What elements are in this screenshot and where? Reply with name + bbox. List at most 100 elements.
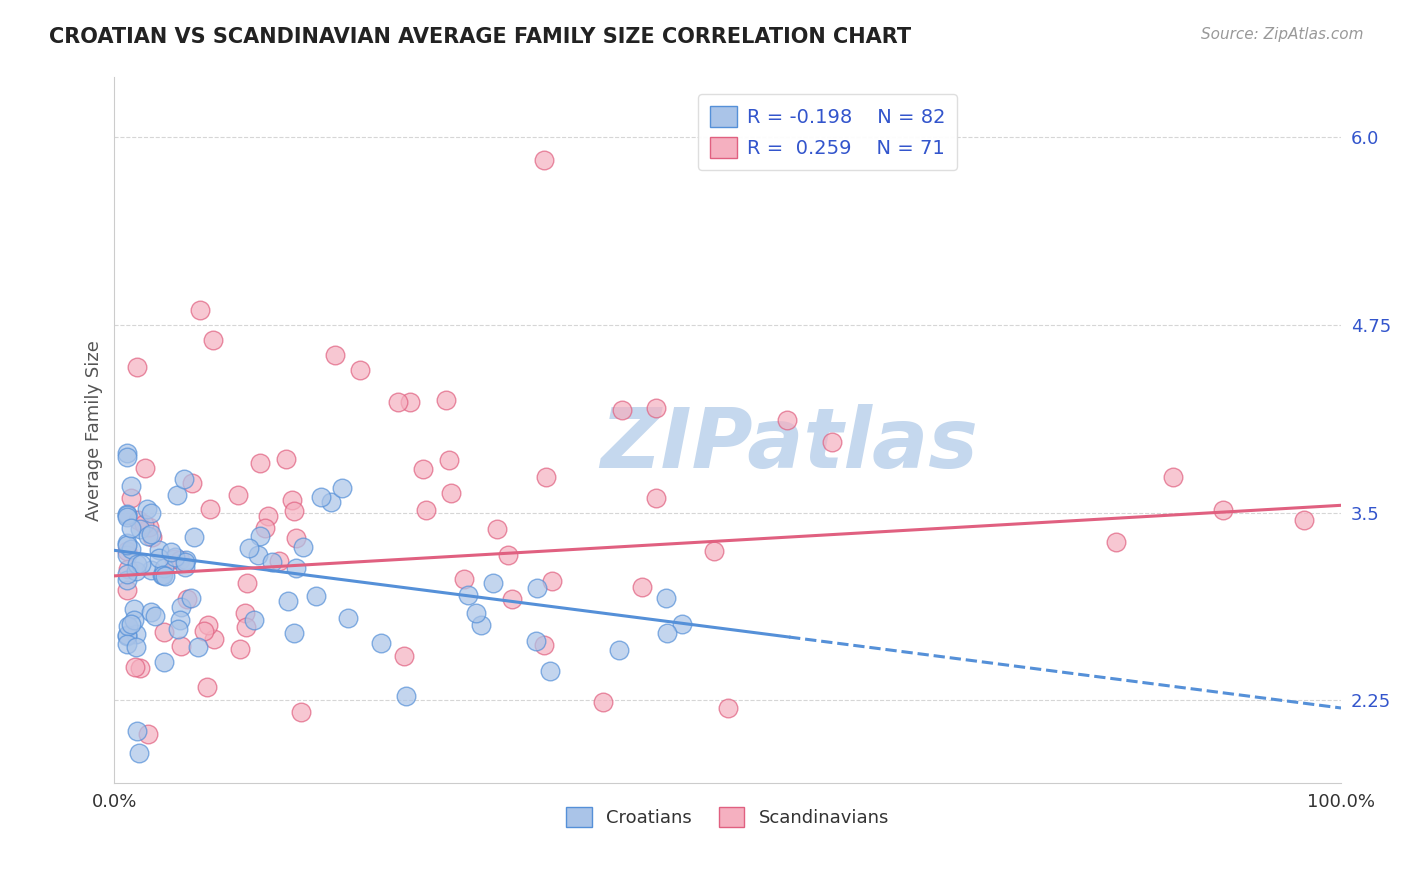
Point	[526, 633, 548, 648]
Text: ZIPatlas: ZIPatlas	[600, 404, 979, 485]
Point	[392, 649, 415, 664]
Point	[609, 643, 631, 657]
Point	[136, 502, 159, 516]
Point	[152, 568, 174, 582]
Point	[283, 504, 305, 518]
Point	[235, 620, 257, 634]
Point	[671, 616, 693, 631]
Point	[470, 617, 492, 632]
Point	[169, 553, 191, 567]
Point	[254, 521, 277, 535]
Point	[309, 490, 332, 504]
Point	[136, 528, 159, 542]
Y-axis label: Average Family Size: Average Family Size	[86, 340, 103, 521]
Point	[612, 403, 634, 417]
Point	[195, 680, 218, 694]
Point	[415, 503, 437, 517]
Point	[120, 521, 142, 535]
Point	[193, 624, 215, 639]
Point	[115, 636, 138, 650]
Point	[115, 566, 138, 581]
Point	[1212, 503, 1234, 517]
Point	[163, 552, 186, 566]
Point	[125, 558, 148, 572]
Point	[169, 639, 191, 653]
Point	[457, 588, 479, 602]
Point	[120, 541, 142, 556]
Point	[655, 591, 678, 605]
Point	[249, 529, 271, 543]
Point	[1104, 534, 1126, 549]
Point	[526, 582, 548, 596]
Point	[235, 576, 257, 591]
Point	[498, 548, 520, 562]
Point	[534, 470, 557, 484]
Point	[127, 513, 149, 527]
Point	[139, 563, 162, 577]
Point	[655, 625, 678, 640]
Point	[167, 622, 190, 636]
Point	[188, 303, 211, 318]
Point	[124, 640, 146, 654]
Point	[198, 502, 221, 516]
Legend: Croatians, Scandinavians: Croatians, Scandinavians	[560, 799, 896, 834]
Point	[533, 638, 555, 652]
Point	[139, 506, 162, 520]
Point	[387, 395, 409, 409]
Point	[1294, 513, 1316, 527]
Point	[291, 541, 314, 555]
Point	[238, 541, 260, 556]
Point	[170, 600, 193, 615]
Point	[115, 583, 138, 598]
Point	[235, 606, 257, 620]
Point	[125, 360, 148, 375]
Point	[349, 363, 371, 377]
Point	[115, 508, 138, 522]
Point	[125, 564, 148, 578]
Point	[139, 605, 162, 619]
Point	[465, 606, 488, 620]
Point	[1161, 469, 1184, 483]
Point	[115, 507, 138, 521]
Point	[630, 580, 652, 594]
Point	[187, 640, 209, 655]
Point	[115, 627, 138, 641]
Point	[141, 526, 163, 541]
Point	[117, 619, 139, 633]
Point	[174, 560, 197, 574]
Point	[434, 393, 457, 408]
Point	[277, 593, 299, 607]
Point	[482, 575, 505, 590]
Point	[283, 626, 305, 640]
Point	[319, 495, 342, 509]
Point	[776, 413, 799, 427]
Point	[163, 550, 186, 565]
Point	[128, 661, 150, 675]
Point	[153, 561, 176, 575]
Point	[148, 542, 170, 557]
Point	[128, 522, 150, 536]
Point	[412, 462, 434, 476]
Point	[129, 558, 152, 572]
Point	[247, 548, 270, 562]
Point	[134, 461, 156, 475]
Point	[134, 516, 156, 531]
Point	[120, 491, 142, 505]
Point	[305, 589, 328, 603]
Point	[115, 544, 138, 558]
Point	[269, 554, 291, 568]
Point	[141, 530, 163, 544]
Point	[202, 632, 225, 646]
Point	[644, 401, 666, 415]
Point	[437, 452, 460, 467]
Point	[124, 602, 146, 616]
Point	[281, 492, 304, 507]
Point	[115, 548, 138, 562]
Point	[197, 618, 219, 632]
Point	[150, 568, 173, 582]
Point	[243, 613, 266, 627]
Point	[138, 520, 160, 534]
Point	[399, 395, 422, 409]
Point	[538, 664, 561, 678]
Point	[180, 476, 202, 491]
